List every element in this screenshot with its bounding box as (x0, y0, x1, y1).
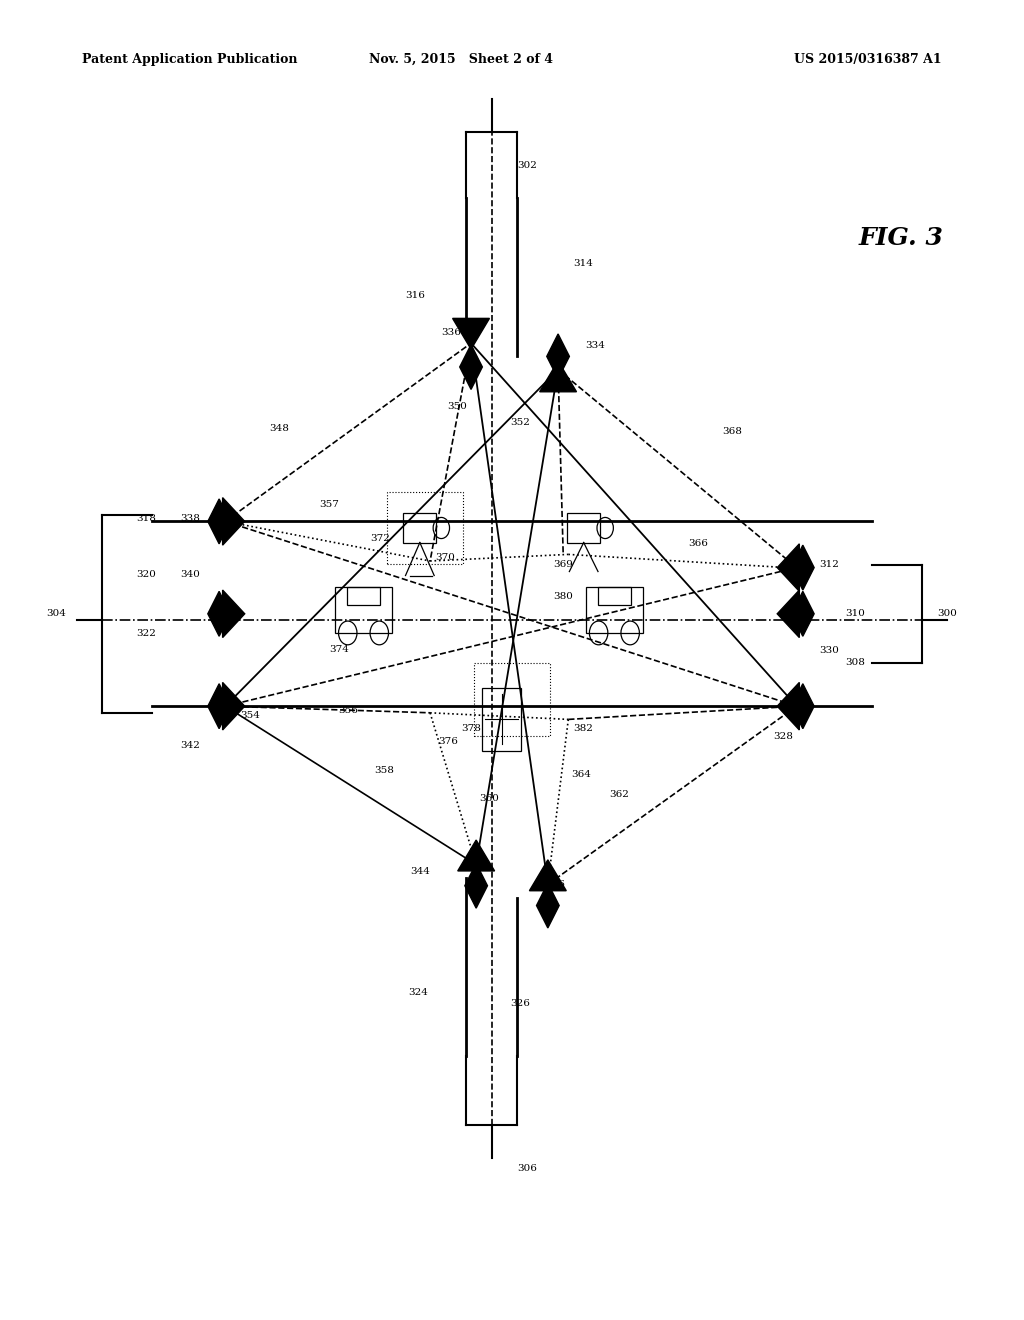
Text: 330: 330 (819, 647, 839, 655)
Bar (482, 688, 521, 751)
Polygon shape (465, 863, 487, 908)
Text: FIG. 3: FIG. 3 (859, 226, 943, 249)
Text: 302: 302 (517, 161, 537, 169)
Text: 304: 304 (47, 610, 67, 618)
Text: 316: 316 (406, 292, 425, 300)
Bar (387, 491, 463, 565)
Text: US 2015/0316387 A1: US 2015/0316387 A1 (795, 53, 942, 66)
Polygon shape (777, 682, 800, 730)
Text: 320: 320 (136, 570, 156, 578)
Text: 362: 362 (609, 791, 629, 799)
Text: 334: 334 (586, 342, 605, 350)
Text: 354: 354 (241, 711, 260, 719)
Bar (567, 513, 600, 543)
Text: 310: 310 (845, 610, 864, 618)
Text: 374: 374 (330, 645, 349, 653)
Text: 370: 370 (435, 553, 455, 561)
Polygon shape (777, 544, 800, 591)
Text: 340: 340 (180, 570, 200, 578)
Polygon shape (222, 498, 245, 545)
Text: 314: 314 (573, 260, 593, 268)
Bar (335, 586, 391, 632)
Text: 344: 344 (411, 867, 430, 875)
Bar (586, 586, 643, 632)
Text: 300: 300 (937, 610, 956, 618)
Polygon shape (537, 883, 559, 928)
Polygon shape (208, 684, 230, 729)
Text: 369: 369 (553, 561, 572, 569)
Polygon shape (458, 840, 495, 871)
Text: 348: 348 (269, 425, 289, 433)
Text: 372: 372 (371, 535, 390, 543)
Bar (403, 513, 436, 543)
Text: 376: 376 (438, 738, 458, 746)
Polygon shape (792, 684, 814, 729)
Polygon shape (208, 591, 230, 636)
Text: 368: 368 (722, 428, 741, 436)
Text: 318: 318 (136, 515, 156, 523)
Polygon shape (792, 591, 814, 636)
Text: 336: 336 (441, 329, 461, 337)
Bar (473, 663, 551, 737)
Text: 378: 378 (461, 725, 480, 733)
Polygon shape (792, 545, 814, 590)
Polygon shape (529, 859, 566, 891)
Polygon shape (547, 334, 569, 379)
Text: 312: 312 (819, 561, 839, 569)
Text: 332: 332 (794, 564, 813, 572)
Text: 306: 306 (517, 1164, 537, 1172)
Polygon shape (453, 318, 489, 350)
Text: 360: 360 (479, 795, 499, 803)
Text: 382: 382 (573, 725, 593, 733)
Polygon shape (208, 499, 230, 544)
Text: 326: 326 (510, 999, 529, 1007)
Polygon shape (460, 345, 482, 389)
Text: 342: 342 (180, 742, 200, 750)
Text: 322: 322 (136, 630, 156, 638)
Text: Nov. 5, 2015   Sheet 2 of 4: Nov. 5, 2015 Sheet 2 of 4 (369, 53, 553, 66)
Text: 350: 350 (447, 403, 467, 411)
Bar (346, 586, 380, 605)
Text: Patent Application Publication: Patent Application Publication (82, 53, 297, 66)
Text: 366: 366 (688, 540, 708, 548)
Text: 308: 308 (845, 659, 864, 667)
Text: 358: 358 (374, 767, 393, 775)
Polygon shape (222, 590, 245, 638)
Text: 338: 338 (180, 515, 200, 523)
Text: 357: 357 (319, 500, 339, 508)
Text: 324: 324 (409, 989, 428, 997)
Polygon shape (222, 682, 245, 730)
Text: 356: 356 (338, 706, 357, 714)
Polygon shape (540, 360, 577, 392)
Bar (598, 586, 631, 605)
Text: 380: 380 (553, 593, 572, 601)
Text: 328: 328 (773, 733, 793, 741)
Text: 364: 364 (571, 771, 591, 779)
Text: 346: 346 (545, 880, 564, 888)
Polygon shape (777, 590, 800, 638)
Text: 352: 352 (510, 418, 529, 426)
